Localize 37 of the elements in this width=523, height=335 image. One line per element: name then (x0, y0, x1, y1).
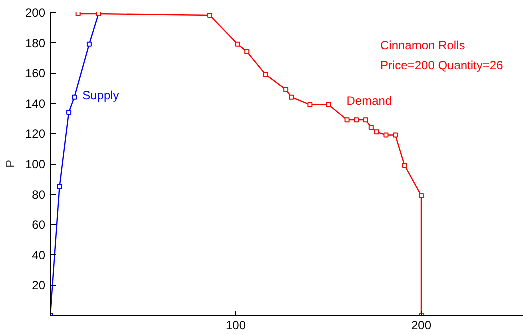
point (235, 42, 240, 47)
y-tick-label: 140 (25, 96, 46, 111)
point (284, 87, 289, 92)
y-tick-label: 180 (25, 36, 46, 50)
series-label: Supply (82, 88, 120, 102)
point (402, 163, 408, 168)
y-axis-title: P (3, 160, 18, 168)
point (384, 132, 389, 138)
point (326, 102, 332, 108)
y-tick-label: 160 (25, 66, 46, 81)
y-tick-label: 40 (32, 248, 46, 262)
point (374, 130, 380, 135)
point (344, 118, 350, 123)
point (66, 110, 72, 115)
point (289, 94, 294, 100)
annotation: Cinnamon Rolls (380, 38, 466, 52)
y-tick-label: 20 (32, 278, 46, 293)
point (363, 118, 368, 123)
y-tick-label: 60 (32, 218, 46, 232)
point (76, 12, 81, 17)
point (208, 13, 213, 18)
y-tick-label: 200 (25, 6, 46, 20)
point (368, 125, 374, 130)
point (57, 184, 62, 190)
point (418, 193, 424, 198)
y-tick-label: 80 (32, 188, 46, 202)
point (263, 72, 268, 78)
y-tick-label: 120 (25, 127, 46, 142)
point (354, 118, 360, 123)
series-label: Demand (346, 94, 392, 108)
point (308, 102, 313, 108)
point (244, 49, 250, 54)
point (86, 42, 92, 47)
annotation: Price=200 Quantity=26 (380, 58, 504, 72)
point (393, 132, 398, 138)
point (72, 94, 78, 100)
y-tick-label: 100 (25, 158, 46, 172)
